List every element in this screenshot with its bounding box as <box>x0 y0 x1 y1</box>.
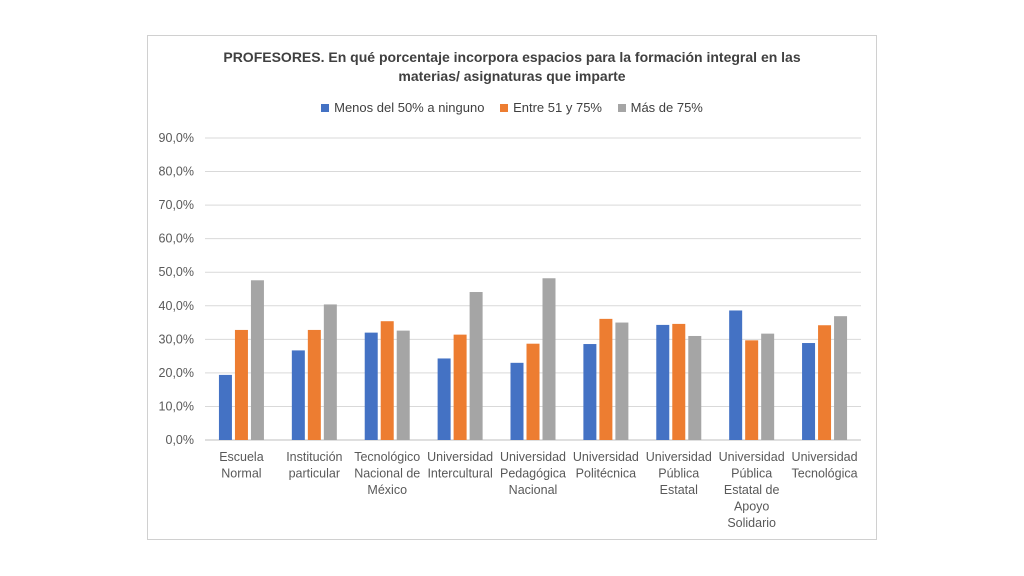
legend-swatch-series-1 <box>321 103 330 112</box>
x-tick-label: Universidad Pública Estatal de Apoyo Solidar… <box>719 450 785 530</box>
legend-item-series-3: Más de 75% <box>617 100 703 115</box>
x-tick-label: Universidad Pública Estatal <box>646 450 712 497</box>
x-tick-label: Universidad Tecnológica <box>792 450 858 481</box>
bar-series-3-2 <box>323 304 337 440</box>
bar-series-3-7 <box>688 335 702 440</box>
y-tick-label: 60,0% <box>159 232 194 246</box>
y-tick-label: 70,0% <box>159 198 194 212</box>
bar-series-2-1 <box>234 329 248 440</box>
y-tick-label: 50,0% <box>159 265 194 279</box>
legend-label-series-2: Entre 51 y 75% <box>513 100 602 115</box>
bar-series-3-6 <box>615 322 629 440</box>
bar-series-1-9 <box>802 343 816 440</box>
bar-series-1-8 <box>729 310 743 440</box>
legend-item-series-1: Menos del 50% a ninguno <box>321 100 484 115</box>
bar-series-2-7 <box>672 323 686 440</box>
bar-series-3-4 <box>469 292 483 440</box>
legend-swatch-series-3 <box>617 103 626 112</box>
bar-series-1-6 <box>583 344 597 440</box>
bar-series-2-9 <box>818 325 832 440</box>
legend-item-series-2: Entre 51 y 75% <box>500 100 602 115</box>
legend-label-series-1: Menos del 50% a ninguno <box>334 100 485 115</box>
chart-legend: Menos del 50% a ninguno Entre 51 y 75% M… <box>148 100 876 115</box>
y-tick-label: 40,0% <box>159 299 194 313</box>
y-tick-label: 90,0% <box>159 131 194 145</box>
y-tick-label: 30,0% <box>159 332 194 346</box>
bar-series-2-2 <box>307 329 321 440</box>
bar-series-1-7 <box>656 324 670 440</box>
y-tick-label: 80,0% <box>159 165 194 179</box>
chart-frame: PROFESORES. En qué porcentaje incorpora … <box>147 35 877 540</box>
x-tick-label: Universidad Politécnica <box>573 450 639 481</box>
bar-series-3-1 <box>250 280 264 440</box>
bar-series-1-3 <box>364 332 378 440</box>
x-tick-label: Universidad Pedagógica Nacional <box>500 450 566 497</box>
bar-series-3-5 <box>542 278 556 440</box>
bar-series-3-9 <box>834 316 848 440</box>
bar-series-1-4 <box>437 358 451 440</box>
y-tick-label: 20,0% <box>159 366 194 380</box>
bar-series-1-2 <box>291 350 305 440</box>
y-tick-label: 10,0% <box>159 399 194 413</box>
bar-series-1-1 <box>218 374 232 440</box>
bar-series-3-3 <box>396 330 410 440</box>
bar-series-2-5 <box>526 343 540 440</box>
y-tick-label: 0,0% <box>166 433 195 447</box>
bar-series-2-3 <box>380 321 394 440</box>
bar-series-3-8 <box>761 333 775 440</box>
chart-title: PROFESORES. En qué porcentaje incorpora … <box>148 48 876 86</box>
chart-title-line-1: PROFESORES. En qué porcentaje incorpora … <box>223 49 801 65</box>
chart-title-line-2: materias/ asignaturas que imparte <box>398 68 626 84</box>
legend-label-series-3: Más de 75% <box>630 100 703 115</box>
x-tick-label: Tecnológico Nacional de México <box>354 450 420 497</box>
legend-swatch-series-2 <box>500 103 509 112</box>
x-tick-label: Institución particular <box>286 450 342 481</box>
bar-series-2-6 <box>599 318 613 440</box>
x-tick-label: Universidad Intercultural <box>427 450 493 481</box>
x-tick-label: Escuela Normal <box>219 450 264 481</box>
plot-area: 0,0% 10,0% 20,0% 30,0% 40,0% 50,0% 60,0% 70,0% 8… <box>159 131 861 530</box>
bar-series-2-8 <box>745 340 759 440</box>
bar-series-2-4 <box>453 334 467 440</box>
bar-series-1-5 <box>510 362 524 440</box>
